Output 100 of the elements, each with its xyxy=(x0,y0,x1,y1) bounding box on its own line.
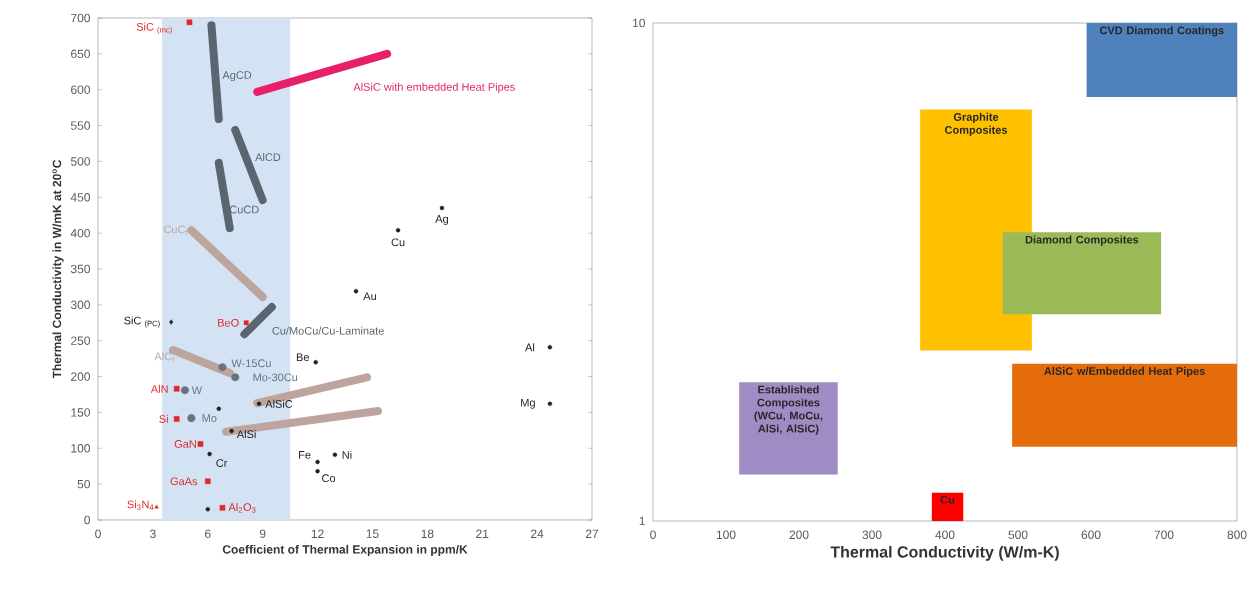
y-tick-label: 0 xyxy=(84,515,91,525)
point xyxy=(353,289,359,294)
series-label: Diamond Composites xyxy=(1025,235,1139,246)
x-tick-label: 6 xyxy=(205,529,211,539)
x-tick-label: 0 xyxy=(95,529,101,539)
y-axis-title: Thermal Conductivity in W/mK at 20$^{o}$C xyxy=(52,159,64,379)
y-tick-label: 500 xyxy=(70,157,91,166)
series-label: Graphite Composites xyxy=(945,112,1008,137)
series-label: Fe xyxy=(299,451,311,459)
x-tick-label: 0 xyxy=(650,530,656,540)
series-label: Mo-30Cu xyxy=(253,373,298,382)
x-tick-label: 200 xyxy=(789,530,809,540)
point xyxy=(315,459,320,465)
point xyxy=(218,363,227,372)
series-label: W-15Cu xyxy=(231,359,271,368)
series-label: AlSiC xyxy=(265,399,293,408)
y-tick-label: 1 xyxy=(639,516,645,526)
series-label: Cu/MoCu/Cu-Laminate xyxy=(272,326,384,335)
x-tick-label: 800 xyxy=(1227,530,1247,540)
series-label: Au xyxy=(363,292,376,301)
series-label: CuC$_{f}$ xyxy=(164,225,188,236)
point xyxy=(216,406,221,412)
point xyxy=(205,507,210,512)
point xyxy=(207,451,212,457)
x-tick-label: 9 xyxy=(259,529,266,539)
series-label: Co xyxy=(322,474,336,483)
series-label: AlSiC w/Embedded Heat Pipes xyxy=(1044,366,1205,378)
y-tick-label: 250 xyxy=(71,336,91,345)
series-label: Mo xyxy=(202,414,217,422)
x-tick-label: 15 xyxy=(366,529,379,538)
x-tick-label: 400 xyxy=(935,530,955,540)
series-label: Ni xyxy=(342,450,352,459)
series-label: GaAs xyxy=(170,477,198,486)
x-tick-label: 600 xyxy=(1081,530,1101,540)
series-label: CuCD xyxy=(229,205,259,214)
point xyxy=(231,373,240,382)
x-axis-title: Coefficient of Thermal Expansion in ppm/K xyxy=(222,544,468,557)
x-tick-label: 18 xyxy=(421,529,434,539)
series-label: AlC$_{f}$ xyxy=(154,352,175,362)
point xyxy=(243,320,249,326)
x-tick-label: 100 xyxy=(716,530,736,540)
y-tick-label: 550 xyxy=(70,121,91,130)
series-label: Si xyxy=(159,414,168,423)
series-label: Cu xyxy=(940,495,955,504)
y-tick-label: 150 xyxy=(71,408,91,417)
series-label: W xyxy=(191,386,203,394)
point xyxy=(169,319,174,325)
point xyxy=(186,19,193,26)
point xyxy=(315,469,320,474)
point xyxy=(173,385,180,392)
x-tick-label: 27 xyxy=(585,529,599,538)
point xyxy=(180,386,189,395)
series-label: SiC $_{(PC)}$ xyxy=(124,316,160,328)
x-tick-label: 700 xyxy=(1154,530,1174,540)
series-label: Ag xyxy=(435,215,448,225)
point xyxy=(547,401,553,407)
series-label: Mg xyxy=(521,398,535,409)
point xyxy=(204,478,211,485)
series-label: Established Composites (WCu, MoCu, AlSi, AlSiC) xyxy=(754,385,823,435)
point xyxy=(256,401,262,407)
series-label: Si$_{3}$N$_{4}$ xyxy=(127,500,154,510)
point xyxy=(547,344,553,350)
x-tick-label: 3 xyxy=(150,529,156,539)
point xyxy=(395,228,401,233)
series-label: Be xyxy=(296,353,309,362)
point xyxy=(154,504,159,509)
y-tick-label: 700 xyxy=(71,13,91,23)
series-label: Cr xyxy=(216,459,228,467)
y-tick-label: 200 xyxy=(71,372,91,381)
series-label: Al xyxy=(525,343,535,352)
series-label: Cu xyxy=(391,238,405,247)
series-label: AlN xyxy=(150,384,168,393)
series-label: AlSiC with embedded Heat Pipes xyxy=(353,82,515,93)
series-label: BeO xyxy=(218,318,239,327)
series-label: AgCD xyxy=(222,71,252,82)
point xyxy=(219,504,226,511)
x-axis-title: Thermal Conductivity (W/m-K) xyxy=(830,545,1059,561)
series-label: AlSi xyxy=(236,430,256,439)
y-tick-label: 450 xyxy=(70,193,91,202)
x-tick-label: 21 xyxy=(476,529,489,538)
point xyxy=(173,416,180,422)
y-tick-label: 100 xyxy=(71,444,91,453)
point xyxy=(439,205,445,211)
point xyxy=(332,452,338,457)
y-tick-label: 300 xyxy=(70,300,91,310)
x-tick-label: 500 xyxy=(1008,530,1028,540)
series-label: AlCD xyxy=(255,152,281,162)
x-tick-label: 12 xyxy=(311,529,324,538)
series-label: CVD Diamond Coatings xyxy=(1099,26,1224,37)
point xyxy=(187,414,196,423)
series-label: Al$_{2}$O$_{3}$ xyxy=(228,502,256,513)
y-tick-label: 650 xyxy=(71,49,91,59)
x-tick-label: 24 xyxy=(531,529,544,538)
x-tick-label: 300 xyxy=(862,530,882,540)
series-label: SiC $_{(mc)}$ xyxy=(136,22,172,34)
y-tick-label: 350 xyxy=(70,264,91,274)
y-tick-label: 600 xyxy=(71,85,91,94)
point xyxy=(229,428,234,434)
point xyxy=(313,360,318,365)
series-label: GaN xyxy=(174,440,196,448)
